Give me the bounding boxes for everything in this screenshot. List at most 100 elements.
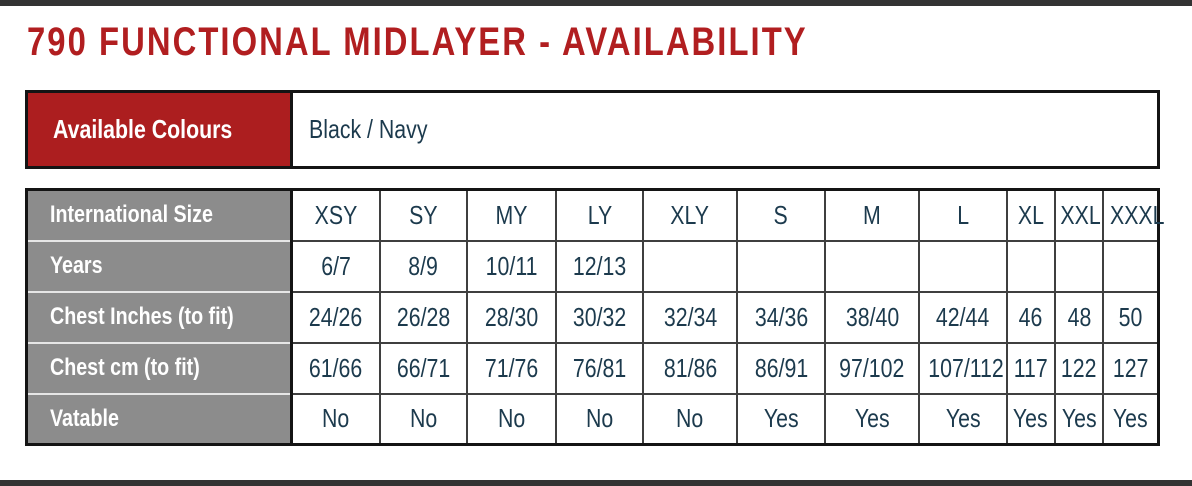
size-value-cell: No	[378, 392, 469, 446]
size-value-cell	[917, 239, 1008, 293]
size-value-cell: M	[824, 188, 920, 242]
size-value: XLY	[670, 199, 710, 230]
size-value-cell: Yes	[735, 392, 827, 446]
size-value-cell	[1053, 239, 1105, 293]
size-value-cell	[1005, 239, 1056, 293]
size-value-cell: 71/76	[466, 341, 557, 395]
size-value-cell: 24/26	[290, 290, 381, 344]
size-value: 42/44	[936, 301, 990, 332]
size-value-cell: 107/112	[917, 341, 1008, 395]
available-colours-value-cell: Black / Navy	[291, 91, 1159, 168]
size-value: 32/34	[663, 301, 717, 332]
table-row: Chest cm (to fit) 61/66 66/71 71/76 76/81 81/…	[26, 341, 1160, 395]
size-value-cell: L	[917, 188, 1008, 242]
top-border-bar	[0, 0, 1192, 6]
size-value: 117	[1013, 352, 1048, 383]
size-value: LY	[587, 199, 612, 230]
size-value: Yes	[1061, 403, 1097, 434]
size-value: 30/32	[572, 301, 627, 332]
size-value-cell: 26/28	[378, 290, 469, 344]
page-title-text: 790 FUNCTIONAL MIDLAYER - AVAILABILITY	[27, 20, 808, 64]
size-value: 34/36	[754, 301, 808, 332]
page-title: 790 FUNCTIONAL MIDLAYER - AVAILABILITY	[27, 20, 979, 65]
size-value-cell: Yes	[1053, 392, 1105, 446]
size-value: 76/81	[572, 352, 627, 383]
size-value: XL	[1017, 199, 1044, 230]
table-row: International Size XSY SY MY LY XLY S M L XL XXL XX…	[26, 188, 1165, 242]
available-colours-value: Black / Navy	[309, 114, 428, 144]
size-value: 127	[1112, 352, 1149, 383]
size-value: XSY	[314, 199, 357, 230]
size-value-cell: 30/32	[554, 290, 645, 344]
size-value-cell: 122	[1053, 341, 1105, 395]
size-value-cell: 86/91	[735, 341, 827, 395]
size-value-cell: 12/13	[554, 239, 645, 293]
size-value-cell: 50	[1102, 290, 1160, 344]
size-value: No	[585, 403, 614, 434]
size-value: 12/13	[572, 250, 627, 281]
size-value-cell: 127	[1102, 341, 1160, 395]
size-value: Yes	[1113, 403, 1148, 434]
size-value-cell	[1102, 239, 1160, 293]
size-value: XXXL	[1110, 199, 1165, 230]
size-value: XXL	[1060, 199, 1101, 230]
size-value: 10/11	[485, 250, 538, 281]
size-value-cell: MY	[466, 188, 557, 242]
table-row: Chest Inches (to fit) 24/26 26/28 28/30 30/3…	[26, 290, 1160, 344]
size-value-cell: S	[735, 188, 827, 242]
size-value-cell: 8/9	[378, 239, 469, 293]
size-value-cell: 34/36	[735, 290, 827, 344]
size-value-cell: 38/40	[824, 290, 920, 344]
row-label: Vatable	[50, 404, 119, 432]
size-value-cell: Yes	[824, 392, 920, 446]
available-colours-table: Available Colours Black / Navy	[25, 90, 1160, 169]
size-availability-table: International Size XSY SY MY LY XLY S M L XL XXL XX…	[25, 188, 1165, 446]
size-value-cell: 97/102	[824, 341, 920, 395]
row-label: International Size	[50, 201, 213, 229]
size-value: No	[322, 403, 350, 434]
row-label-cell: Vatable	[26, 392, 293, 445]
size-value: 38/40	[845, 301, 899, 332]
table-row: Vatable No No No No No Yes Yes Yes Yes Yes Yes	[26, 392, 1160, 446]
size-value-cell: XSY	[290, 188, 381, 242]
size-value: MY	[495, 199, 528, 230]
size-value-cell: 66/71	[378, 341, 469, 395]
size-value-cell	[735, 239, 827, 293]
row-label-cell: Chest Inches (to fit)	[26, 290, 293, 343]
size-value-cell: 81/86	[642, 341, 738, 395]
size-value: 48	[1067, 301, 1091, 332]
size-value: 86/91	[754, 352, 808, 383]
size-value: Yes	[763, 403, 799, 434]
table-row: Years 6/7 8/9 10/11 12/13	[26, 239, 1160, 293]
size-value: 97/102	[839, 352, 905, 383]
size-value: 81/86	[663, 352, 717, 383]
size-value-cell: Yes	[917, 392, 1008, 446]
bottom-border-bar	[0, 480, 1192, 486]
available-colours-label-cell: Available Colours	[26, 91, 293, 168]
size-value-cell: SY	[378, 188, 469, 242]
row-label-cell: Years	[26, 239, 293, 292]
size-value-cell: 32/34	[642, 290, 738, 344]
available-colours-label: Available Colours	[53, 114, 233, 144]
size-value-cell: Yes	[1005, 392, 1056, 446]
size-value-cell: 28/30	[466, 290, 557, 344]
size-value-cell: LY	[554, 188, 645, 242]
size-value: 46	[1018, 301, 1043, 332]
size-value: 28/30	[484, 301, 539, 332]
size-value: No	[497, 403, 526, 434]
row-label: Chest Inches (to fit)	[50, 303, 234, 330]
size-value-cell: 76/81	[554, 341, 645, 395]
size-value: 50	[1118, 301, 1143, 332]
size-value: M	[863, 199, 882, 230]
row-label: Chest cm (to fit)	[50, 354, 200, 381]
row-label: Years	[50, 252, 103, 279]
size-value-cell: 10/11	[466, 239, 557, 293]
size-value-cell: XLY	[642, 188, 738, 242]
size-value-cell: Yes	[1102, 392, 1160, 446]
size-value-cell	[824, 239, 920, 293]
size-value: SY	[409, 199, 438, 230]
size-value: 71/76	[484, 352, 539, 383]
size-value: S	[774, 199, 789, 230]
size-value: No	[676, 403, 704, 434]
size-value-cell: 48	[1053, 290, 1105, 344]
